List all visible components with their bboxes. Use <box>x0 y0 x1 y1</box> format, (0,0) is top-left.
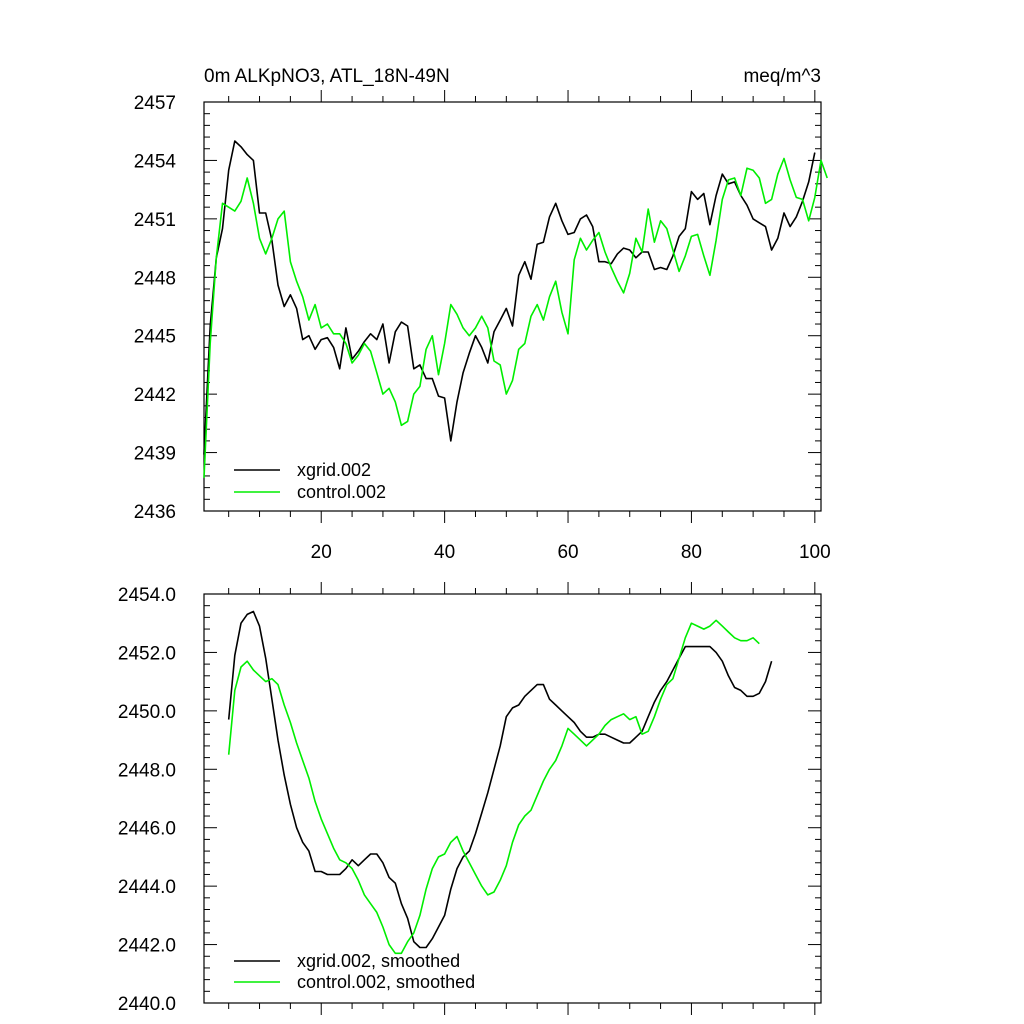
top-xtick-label: 80 <box>681 542 702 563</box>
bottom-legend: xgrid.002, smoothed control.002, smoothe… <box>234 951 475 992</box>
top-series-line-xgrid <box>203 140 816 455</box>
top-panel: 0m ALKpNO3, ATL_18N-49N meq/m^3 2436 2439… <box>134 66 831 563</box>
legend-label-control: control.002 <box>297 482 386 502</box>
top-xtick-label: 20 <box>311 542 332 563</box>
top-ytick-label: 2445 <box>134 327 176 348</box>
top-ytick-label: 2451 <box>134 210 176 231</box>
top-ytick-label: 2448 <box>134 268 176 289</box>
top-xtick-label: 40 <box>434 542 455 563</box>
bottom-ytick-label: 2446.0 <box>118 819 176 840</box>
top-xtick-label: 60 <box>557 542 578 563</box>
top-ytick-label: 2442 <box>134 385 176 406</box>
legend-label-xgrid: xgrid.002 <box>297 460 371 480</box>
legend-label-xgrid-smoothed: xgrid.002, smoothed <box>297 951 460 971</box>
bottom-ytick-label: 2440.0 <box>118 994 176 1015</box>
top-ytick-label: 2457 <box>134 93 176 114</box>
bottom-plot-frame <box>203 593 822 1004</box>
bottom-plot-area: 2440.0 2442.0 2444.0 2446.0 2448.0 2450.0 2452… <box>118 582 822 1015</box>
bottom-ytick-label: 2450.0 <box>118 702 176 723</box>
top-series-line-control <box>203 157 828 478</box>
top-chart-units: meq/m^3 <box>743 66 821 87</box>
bottom-ytick-label: 2454.0 <box>118 585 176 606</box>
top-ytick-label: 2436 <box>134 502 176 523</box>
bottom-series-line-xgrid <box>227 610 773 949</box>
bottom-ytick-label: 2444.0 <box>118 877 176 898</box>
bottom-ytick-label: 2442.0 <box>118 936 176 957</box>
top-plot-area: 2436 2439 2442 2445 2448 2451 2454 2457 20 40 60 80… <box>134 90 831 563</box>
bottom-series-line-control <box>227 619 760 955</box>
top-xtick-label: 100 <box>799 542 831 563</box>
top-ytick-label: 2439 <box>134 444 176 465</box>
top-chart-title: 0m ALKpNO3, ATL_18N-49N <box>204 66 450 87</box>
legend-label-control-smoothed: control.002, smoothed <box>297 972 475 992</box>
top-plot-frame <box>203 101 822 512</box>
bottom-panel: 2440.0 2442.0 2444.0 2446.0 2448.0 2450.0 2452… <box>118 582 822 1015</box>
top-legend: xgrid.002 control.002 <box>234 460 386 502</box>
bottom-ytick-label: 2448.0 <box>118 760 176 781</box>
top-ytick-label: 2454 <box>134 151 177 172</box>
bottom-ytick-label: 2452.0 <box>118 643 176 664</box>
